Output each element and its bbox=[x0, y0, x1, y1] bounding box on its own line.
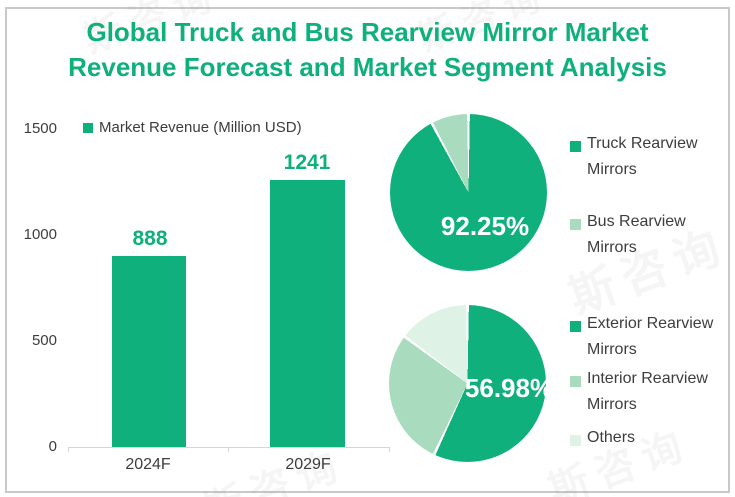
legend-label-bus-line1: Bus Rearview bbox=[587, 213, 686, 230]
x-tick-2029f: 2029F bbox=[285, 456, 331, 473]
legend-marker-others bbox=[570, 435, 581, 446]
legend-label-interior: Interior Rearview Mirrors bbox=[587, 366, 735, 418]
legend-label-bus-line2: Mirrors bbox=[587, 239, 637, 256]
pie-vehicle-type-label: 92.25% bbox=[440, 211, 530, 241]
y-tick-1000: 1000 bbox=[23, 226, 57, 243]
legend-label-exterior-line2: Mirrors bbox=[587, 341, 637, 358]
legend-marker-bus bbox=[570, 219, 581, 230]
x-axis-tick bbox=[68, 447, 69, 452]
pie-product-type bbox=[389, 305, 546, 462]
legend-marker-revenue bbox=[83, 122, 93, 133]
legend-label-bus: Bus Rearview Mirrors bbox=[587, 209, 735, 261]
legend-label-interior-line1: Interior Rearview bbox=[587, 370, 708, 387]
legend-marker-exterior bbox=[570, 321, 581, 332]
bar-chart-legend: Market Revenue (Million USD) bbox=[83, 119, 302, 136]
y-tick-0: 0 bbox=[48, 438, 57, 455]
y-tick-1500: 1500 bbox=[23, 120, 57, 137]
legend-label-truck-line1: Truck Rearview bbox=[587, 135, 698, 152]
pie-vehicle-type bbox=[390, 114, 547, 271]
x-tick-2024f: 2024F bbox=[125, 456, 171, 473]
title-line-1: Global Truck and Bus Rearview Mirror Mar… bbox=[86, 17, 649, 47]
x-axis-tick bbox=[389, 447, 390, 452]
legend-marker-truck bbox=[570, 141, 581, 152]
x-axis-line bbox=[68, 447, 390, 448]
bar-value-2024f: 888 bbox=[132, 227, 168, 250]
chart-title: Global Truck and Bus Rearview Mirror Mar… bbox=[0, 15, 735, 85]
legend-label-others-line1: Others bbox=[587, 429, 636, 446]
legend-label-truck: Truck Rearview Mirrors bbox=[587, 131, 735, 183]
legend-label-exterior-line1: Exterior Rearview bbox=[587, 315, 714, 332]
legend-marker-interior bbox=[570, 376, 581, 387]
legend-label-others: Others bbox=[587, 425, 735, 451]
bar-2029f bbox=[270, 180, 345, 447]
border-frame bbox=[5, 7, 730, 493]
title-line-2: Revenue Forecast and Market Segment Anal… bbox=[68, 52, 667, 82]
x-axis-tick bbox=[228, 447, 229, 452]
legend-label-interior-line2: Mirrors bbox=[587, 396, 637, 413]
bar-legend-label: Market Revenue (Million USD) bbox=[99, 119, 302, 136]
bar-value-2029f: 1241 bbox=[283, 151, 331, 174]
y-tick-500: 500 bbox=[31, 332, 57, 349]
legend-label-truck-line2: Mirrors bbox=[587, 161, 637, 178]
legend-label-exterior: Exterior Rearview Mirrors bbox=[587, 311, 735, 363]
pie-product-type-label: 56.98% bbox=[464, 373, 554, 403]
bar-2024f bbox=[112, 256, 186, 447]
